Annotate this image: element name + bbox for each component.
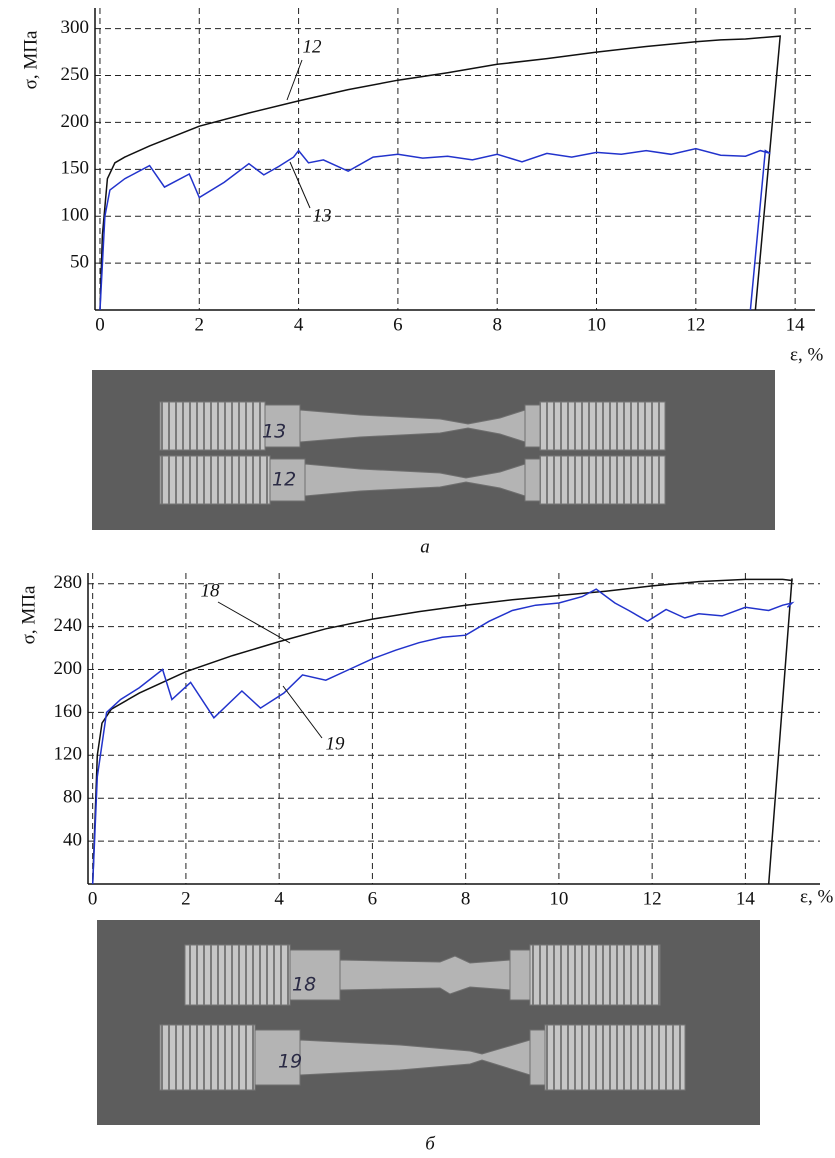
specimen-photo <box>92 370 775 530</box>
y-tick-label: 240 <box>54 615 83 636</box>
y-tick-label: 160 <box>54 701 83 722</box>
data-line <box>91 588 795 885</box>
panel-caption: б <box>425 1133 436 1154</box>
series-label: 13 <box>313 205 332 226</box>
x-tick-label: 8 <box>492 314 502 335</box>
x-tick-label: 12 <box>643 888 662 909</box>
y-tick-label: 250 <box>61 64 90 85</box>
x-tick-label: 10 <box>587 314 606 335</box>
panel-caption: а <box>420 536 430 557</box>
y-tick-label: 150 <box>61 158 90 179</box>
y-tick-label: 40 <box>63 829 82 850</box>
x-tick-label: 6 <box>368 888 378 909</box>
data-line <box>91 578 793 885</box>
series-label: 18 <box>201 580 221 601</box>
specimen-photo <box>97 920 760 1125</box>
x-tick-label: 2 <box>181 888 191 909</box>
x-tick-label: 14 <box>786 314 806 335</box>
y-tick-label: 300 <box>61 17 90 38</box>
series-label: 19 <box>326 733 346 754</box>
data-line <box>99 35 782 311</box>
x-tick-label: 2 <box>195 314 205 335</box>
leader-line <box>282 685 323 739</box>
x-axis-label: ε, % <box>790 344 823 365</box>
y-tick-label: 80 <box>63 787 82 808</box>
x-tick-label: 4 <box>294 314 304 335</box>
x-tick-label: 6 <box>393 314 403 335</box>
y-tick-label: 50 <box>70 251 89 272</box>
specimen-label: 18 <box>292 974 316 996</box>
series-label: 12 <box>303 36 323 57</box>
x-tick-label: 4 <box>274 888 284 909</box>
y-tick-label: 280 <box>54 572 83 593</box>
x-axis-label: ε, % <box>800 886 833 907</box>
x-tick-label: 0 <box>88 888 98 909</box>
specimen-label: 12 <box>272 469 296 491</box>
y-axis-label: σ, МПа <box>20 30 41 89</box>
y-axis-label: σ, МПа <box>18 585 39 644</box>
leader-line <box>217 601 291 644</box>
specimen-label: 19 <box>278 1051 302 1073</box>
x-tick-label: 0 <box>95 314 105 335</box>
x-tick-label: 10 <box>549 888 568 909</box>
y-tick-label: 200 <box>54 658 83 679</box>
x-tick-label: 14 <box>736 888 756 909</box>
x-tick-label: 12 <box>686 314 705 335</box>
leader-line <box>289 161 311 209</box>
x-tick-label: 8 <box>461 888 471 909</box>
y-tick-label: 100 <box>61 205 90 226</box>
leader-line <box>286 59 303 101</box>
y-tick-label: 120 <box>54 744 83 765</box>
data-line <box>99 147 771 311</box>
specimen-label: 13 <box>262 421 286 443</box>
y-tick-label: 200 <box>61 111 90 132</box>
